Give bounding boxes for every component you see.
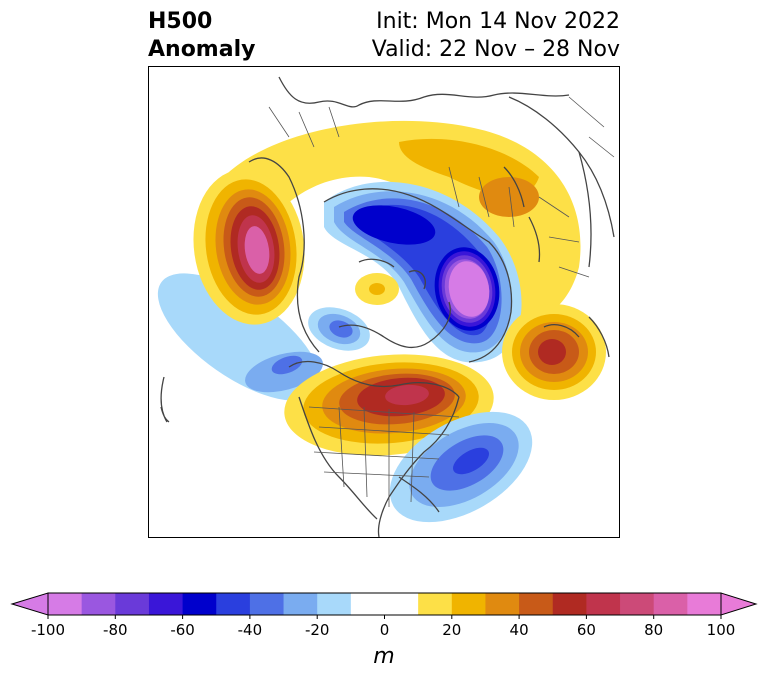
colorbar-swatch: [418, 593, 453, 615]
colorbar-swatch: [451, 593, 486, 615]
colorbar-tick-label: -100: [31, 621, 65, 639]
colorbar-ticks: -100 -80 -60 -40 -20 0 20 40 60 80 100: [31, 615, 735, 639]
colorbar-swatch: [182, 593, 217, 615]
valid-range: Valid: 22 Nov – 28 Nov: [371, 37, 620, 62]
colorbar-swatch: [653, 593, 688, 615]
colorbar-swatch: [48, 593, 83, 615]
colorbar-swatch: [115, 593, 150, 615]
title-line-1: H500: [148, 9, 213, 34]
colorbar-tick-label: 60: [577, 621, 596, 639]
colorbar-tick-label: 80: [644, 621, 663, 639]
colorbar-swatches: [10, 592, 758, 616]
colorbar-tick-label: 0: [380, 621, 390, 639]
colorbar-tick-label: -40: [238, 621, 263, 639]
colorbar-tick-label: 100: [707, 621, 736, 639]
colorbar-tick-label: 20: [442, 621, 461, 639]
anomaly-negative-alaska: [308, 307, 370, 351]
colorbar-swatch: [384, 593, 419, 615]
anomaly-negative-atlantic: [389, 411, 533, 523]
anomaly-map: [148, 66, 620, 538]
anomaly-positive-arc: [204, 120, 581, 320]
colorbar-units: m: [373, 644, 395, 669]
colorbar-swatch: [350, 593, 385, 615]
forecast-dates: Init: Mon 14 Nov 2022 Valid: 22 Nov – 28…: [372, 8, 620, 64]
anomaly-positive-europe: [502, 304, 606, 400]
colorbar: -100 -80 -60 -40 -20 0 20 40 60 80 100: [10, 592, 758, 639]
anomaly-positive-west: [193, 169, 305, 325]
colorbar-tick-label: -20: [305, 621, 330, 639]
colorbar-swatch: [148, 593, 184, 615]
colorbar-swatch: [283, 593, 318, 615]
colorbar-swatch: [687, 593, 722, 615]
colorbar-swatch: [485, 593, 520, 615]
colorbar-swatch: [586, 593, 621, 615]
coastlines: [160, 76, 615, 537]
colorbar-tick-label: 40: [510, 621, 529, 639]
map-canvas: [157, 76, 615, 537]
colorbar-tick-label: -80: [103, 621, 128, 639]
country-borders: [268, 96, 615, 507]
colorbar-extend-high: [720, 592, 758, 616]
colorbar-swatch: [81, 593, 116, 615]
anomaly-positive-pole: [355, 273, 399, 305]
colorbar-swatch: [216, 593, 251, 615]
map-title: H500 Anomaly: [148, 8, 255, 64]
init-date: Init: Mon 14 Nov 2022: [376, 9, 620, 34]
title-line-2: Anomaly: [148, 37, 256, 62]
colorbar-swatch: [620, 593, 655, 615]
colorbar-swatch: [317, 593, 352, 615]
colorbar-extend-low: [10, 592, 49, 616]
colorbar-swatch: [552, 593, 587, 615]
colorbar-swatch: [249, 593, 285, 615]
anomaly-negative-polar: [324, 181, 522, 363]
colorbar-swatch: [519, 593, 554, 615]
colorbar-tick-label: -60: [170, 621, 195, 639]
